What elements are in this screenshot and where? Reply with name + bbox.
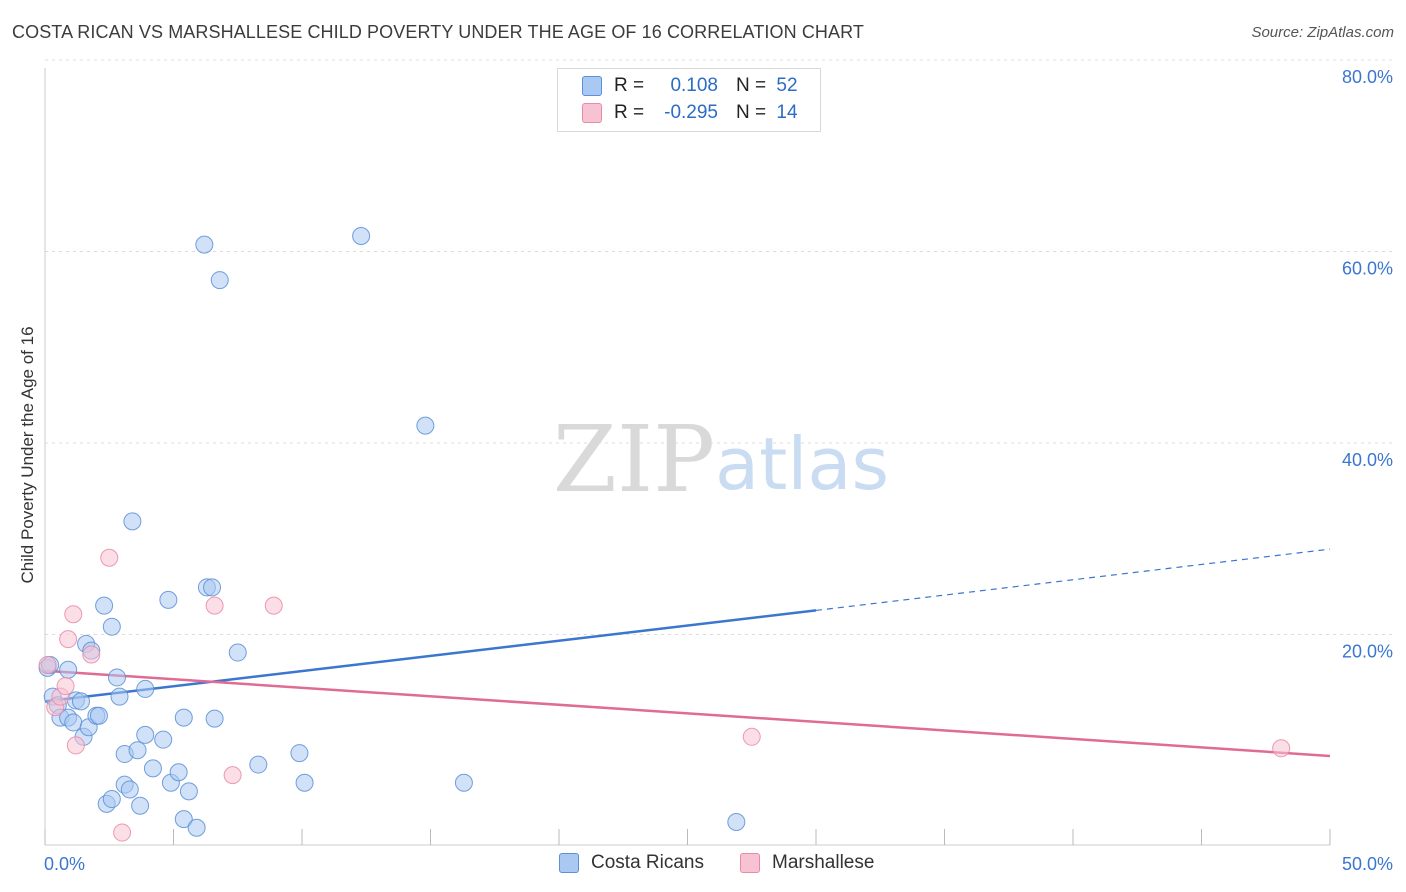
costa-ricans-point	[64, 713, 83, 732]
costa-ricans-point	[203, 578, 222, 597]
costa-ricans-point	[352, 227, 371, 246]
legend-r-value: 0.108	[670, 75, 718, 96]
y-tick-label: 60.0%	[1342, 259, 1393, 279]
costa-ricans-point	[174, 708, 193, 727]
costa-ricans-point	[228, 643, 247, 662]
costa-ricans-point	[205, 709, 224, 728]
watermark-atlas: atlas	[715, 422, 889, 506]
marshallese-point	[64, 605, 83, 624]
costa-ricans-point	[454, 773, 473, 792]
marshallese-point	[113, 823, 132, 842]
legend-row-costa-ricans: R = 0.108 N = 52	[582, 73, 802, 99]
x-tick-label: 0.0%	[44, 854, 85, 874]
marshallese-point	[1272, 739, 1291, 758]
costa-ricans-point	[95, 596, 114, 615]
marshallese-point	[82, 645, 101, 664]
series-legend-costa-ricans[interactable]: Costa Ricans	[559, 852, 704, 874]
tick-labels: 20.0% 40.0% 60.0% 80.0% 0.0% 50.0%	[44, 67, 1393, 874]
marshallese-point	[264, 596, 283, 615]
costa-ricans-point	[174, 810, 193, 829]
y-tick-label: 20.0%	[1342, 642, 1393, 662]
legend-n-value: 14	[776, 102, 798, 123]
costa-ricans-point	[136, 725, 155, 744]
marshallese-point	[56, 677, 75, 696]
marshallese-point	[742, 727, 761, 746]
legend-swatch-costa-ricans	[582, 76, 602, 96]
y-tick-label: 80.0%	[1342, 67, 1393, 87]
trendline-costa-ricans	[44, 609, 817, 703]
legend-row-marshallese: R = -0.295 N = 14	[582, 100, 802, 126]
legend-n-value: 52	[776, 75, 798, 96]
legend-r-label: R =	[614, 102, 645, 123]
costa-ricans-point	[295, 773, 314, 792]
costa-ricans-point	[102, 617, 121, 636]
series-swatch-costa-ricans	[559, 853, 579, 873]
watermark-zip: ZIP	[553, 406, 715, 513]
marshallese-point	[205, 596, 224, 615]
costa-ricans-point	[169, 763, 188, 782]
x-tick-label: 50.0%	[1342, 854, 1393, 874]
trendline-costa-ricans-extrapolated	[815, 548, 1331, 612]
series-legend: Costa Ricans Marshallese	[0, 852, 1406, 878]
costa-ricans-point	[136, 679, 155, 698]
costa-ricans-point	[249, 755, 268, 774]
watermark: ZIP atlas	[553, 406, 889, 513]
series-label-costa-ricans: Costa Ricans	[591, 852, 704, 873]
series-label-marshallese: Marshallese	[772, 852, 875, 873]
marshallese-point	[66, 736, 85, 755]
costa-ricans-point	[89, 706, 108, 725]
legend-r-value: -0.295	[664, 102, 718, 123]
source-credit: Source: ZipAtlas.com	[1251, 24, 1394, 41]
costa-ricans-point	[154, 730, 173, 749]
costa-ricans-point	[179, 782, 198, 801]
costa-ricans-point	[120, 780, 139, 799]
y-tick-label: 40.0%	[1342, 450, 1393, 470]
chart-title: COSTA RICAN VS MARSHALLESE CHILD POVERTY…	[12, 22, 864, 42]
costa-ricans-point	[290, 744, 309, 763]
costa-ricans-point	[195, 235, 214, 254]
costa-ricans-point	[187, 818, 206, 837]
costa-ricans-point	[59, 660, 78, 679]
series-legend-marshallese[interactable]: Marshallese	[740, 852, 874, 874]
marshallese-point	[59, 630, 78, 649]
costa-ricans-point	[143, 759, 162, 778]
legend-n-label: N =	[736, 75, 767, 96]
axes	[44, 68, 1331, 846]
costa-ricans-point	[128, 741, 147, 760]
marshallese-point	[38, 655, 57, 674]
data-points	[38, 227, 1291, 842]
costa-ricans-point	[210, 271, 229, 290]
series-swatch-marshallese	[740, 853, 760, 873]
costa-ricans-point	[107, 668, 126, 687]
correlation-legend: R = 0.108 N = 52 R = -0.295 N = 14	[557, 68, 821, 132]
legend-swatch-marshallese	[582, 103, 602, 123]
costa-ricans-point	[71, 692, 90, 711]
marshallese-point	[223, 766, 242, 785]
costa-ricans-point	[131, 796, 150, 815]
trendlines	[44, 548, 1331, 758]
costa-ricans-point	[102, 790, 121, 809]
costa-ricans-point	[123, 512, 142, 531]
costa-ricans-point	[727, 813, 746, 832]
costa-ricans-point	[416, 416, 435, 435]
costa-ricans-point	[110, 687, 129, 706]
legend-n-label: N =	[736, 102, 767, 123]
marshallese-point	[100, 548, 119, 567]
trendline-marshallese	[44, 669, 1331, 758]
gridlines	[45, 59, 1392, 635]
legend-r-label: R =	[614, 75, 645, 96]
costa-ricans-point	[159, 590, 178, 609]
